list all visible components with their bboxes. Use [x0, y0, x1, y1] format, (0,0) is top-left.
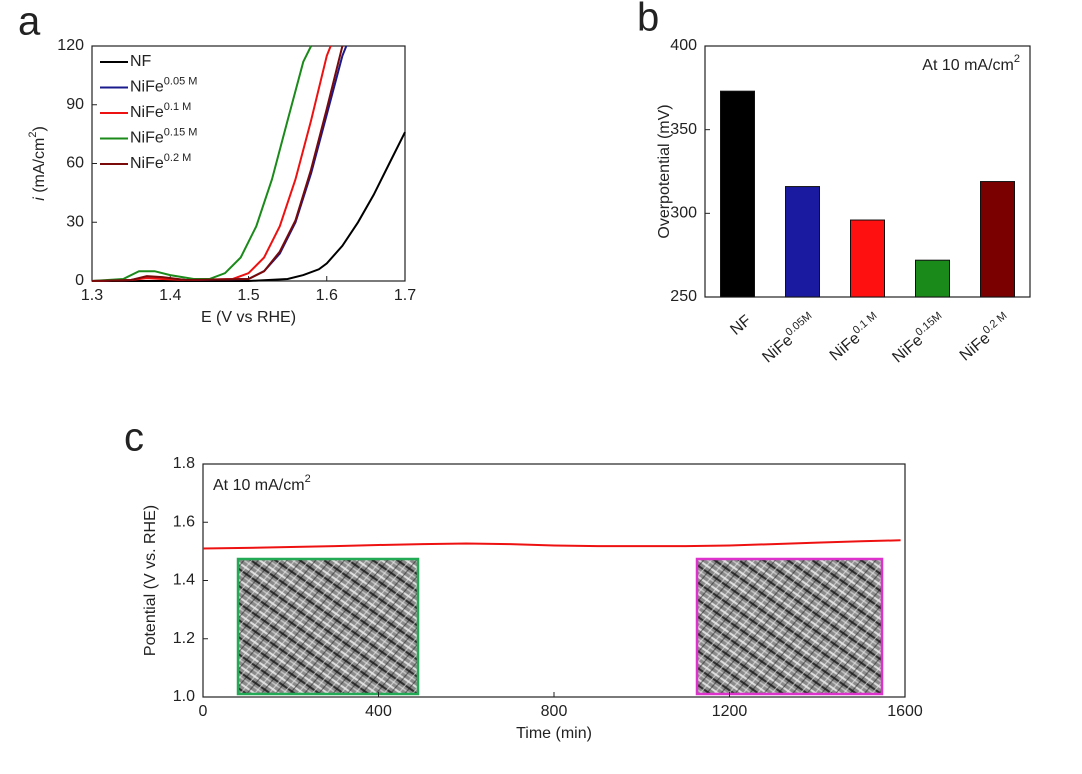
- y-axis-label: Potential (V vs. RHE): [142, 505, 159, 656]
- y-axis-label-part: Potential (V vs. RHE): [142, 505, 159, 656]
- bar: [915, 259, 950, 298]
- y-tick-label: 1.4: [173, 572, 195, 589]
- legend-label-part: NiFe: [130, 155, 164, 172]
- annotation: At 10 mA/cm2: [922, 53, 1020, 74]
- x-axis-label: E (V vs RHE): [201, 309, 296, 326]
- y-tick-label: 300: [670, 205, 697, 222]
- x-tick-label: 1200: [712, 703, 748, 720]
- legend-label: NF: [130, 53, 152, 70]
- sem-inset: [695, 557, 884, 696]
- series-line: [91, 45, 332, 282]
- legend-label-part: NiFe: [130, 130, 164, 147]
- legend-label-part: NF: [130, 53, 152, 70]
- legend-label: NiFe0.2 M: [130, 152, 191, 172]
- annotation-part: 2: [1014, 53, 1020, 65]
- x-tick-label: NF: [728, 312, 755, 339]
- annotation-part: At 10 mA/cm: [922, 57, 1014, 74]
- annotation-part: At 10 mA/cm: [213, 477, 305, 494]
- y-axis-label: Overpotential (mV): [656, 104, 673, 238]
- panel-label: c: [124, 416, 144, 460]
- y-axis-label-part: i: [31, 197, 48, 201]
- x-axis-label: Time (min): [516, 725, 592, 742]
- y-tick-label: 1.8: [173, 455, 195, 472]
- y-axis-label-part: (mA/cm: [31, 138, 48, 198]
- y-tick-label: 120: [57, 37, 84, 54]
- legend-label: NiFe0.05 M: [130, 75, 197, 95]
- bar: [980, 181, 1015, 298]
- x-tick-label: 1.4: [159, 287, 181, 304]
- legend-label-part: 0.1 M: [164, 101, 192, 113]
- annotation: At 10 mA/cm2: [213, 473, 311, 494]
- y-axis-label-part: 2: [27, 132, 39, 138]
- x-tick-label-part: NF: [728, 312, 755, 339]
- x-tick-label: 1600: [887, 703, 923, 720]
- x-tick-label: 1.3: [81, 287, 103, 304]
- y-tick-label: 60: [66, 155, 84, 172]
- legend-label-part: 0.15 M: [164, 126, 198, 138]
- x-tick-label: 800: [541, 703, 568, 720]
- x-tick-label: NiFe0.15M: [887, 310, 949, 367]
- x-tick-label-part: 0.2 M: [981, 310, 1010, 337]
- y-tick-label: 1.2: [173, 630, 195, 647]
- series-line: [91, 45, 344, 282]
- series-line: [92, 131, 406, 282]
- x-tick-label: 1.5: [237, 287, 259, 304]
- x-tick-label: NiFe0.2 M: [955, 310, 1015, 365]
- panel-label: b: [637, 0, 659, 40]
- y-tick-label: 1.6: [173, 513, 195, 530]
- annotation-part: 2: [305, 473, 311, 485]
- legend-label-part: NiFe: [130, 104, 164, 121]
- panel-label: a: [18, 0, 41, 44]
- x-tick-label-part: 0.15M: [913, 310, 944, 339]
- x-tick-label: 1.7: [394, 287, 416, 304]
- legend-label-part: NiFe: [130, 79, 164, 96]
- y-tick-label: 30: [66, 213, 84, 230]
- series-line: [202, 539, 901, 550]
- bar: [785, 186, 820, 298]
- x-tick-label-part: 0.05M: [783, 310, 814, 339]
- y-tick-label: 1.0: [173, 688, 195, 705]
- x-tick-label: NiFe0.1 M: [825, 310, 885, 365]
- x-tick-label-part: 0.1 M: [851, 310, 880, 337]
- y-tick-label: 400: [670, 37, 697, 54]
- bar: [850, 219, 885, 298]
- sem-inset: [236, 557, 420, 696]
- legend-label-part: 0.2 M: [164, 152, 192, 164]
- y-tick-label: 250: [670, 288, 697, 305]
- y-tick-label: 350: [670, 121, 697, 138]
- x-tick-label: 1.6: [316, 287, 338, 304]
- legend-label: NiFe0.15 M: [130, 126, 197, 146]
- y-tick-label: 0: [75, 272, 84, 289]
- bar: [720, 90, 755, 298]
- series-line: [91, 45, 312, 282]
- legend-label: NiFe0.1 M: [130, 101, 191, 121]
- x-tick-label: 0: [199, 703, 208, 720]
- x-tick-label: NiFe0.05M: [757, 310, 819, 367]
- y-axis-label-part: ): [31, 126, 48, 131]
- y-axis-label: i (mA/cm2): [27, 126, 48, 201]
- y-tick-label: 90: [66, 96, 84, 113]
- x-tick-label: 400: [365, 703, 392, 720]
- legend-label-part: 0.05 M: [164, 75, 198, 87]
